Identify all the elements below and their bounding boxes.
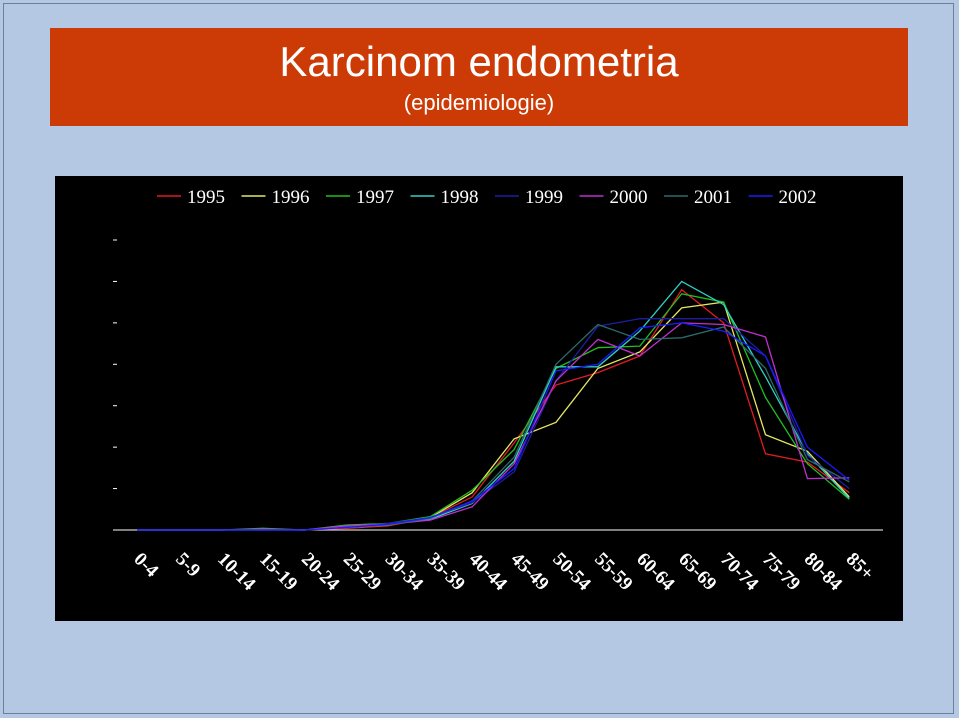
series-line-2001 <box>137 323 850 531</box>
y-tick-label: 350 <box>71 231 100 252</box>
slide-frame <box>3 3 954 714</box>
x-tick-label: 25-29 <box>339 549 385 595</box>
x-tick-label: 45-49 <box>507 549 553 595</box>
y-tick-label: 100 <box>71 438 100 459</box>
legend-label-2002: 2002 <box>779 187 817 208</box>
x-tick-label: 80-84 <box>800 549 847 596</box>
title-banner: Karcinom endometria (epidemiologie) <box>50 28 908 126</box>
y-tick-label: 250 <box>71 314 100 335</box>
legend-label-1997: 1997 <box>356 187 394 208</box>
series-line-1995 <box>137 288 850 531</box>
chart-panel: 0 50 100 150 200 250 300 350 0-4 5-9 10-14 15-19 20-… <box>55 176 903 621</box>
legend-label-1998: 1998 <box>441 187 479 208</box>
line-chart: 0 50 100 150 200 250 300 350 0-4 5-9 10-1415-1920-… <box>71 187 883 596</box>
series-line-1997 <box>137 293 850 531</box>
x-tick-label: 15-19 <box>255 549 301 595</box>
y-tick-label: 50 <box>80 480 99 501</box>
series-line-1998 <box>137 280 850 531</box>
x-tick-label: 75-79 <box>758 549 804 595</box>
y-tick-label: 150 <box>71 397 100 418</box>
series-line-2002 <box>137 322 850 531</box>
legend-label-1999: 1999 <box>525 187 563 208</box>
x-tick-label: 60-64 <box>632 549 679 596</box>
x-tick-label: 50-54 <box>548 549 595 596</box>
y-tick-label: 300 <box>71 272 100 293</box>
x-tick-label: 5-9 <box>171 549 204 582</box>
x-tick-label: 0-4 <box>129 549 162 582</box>
slide-subtitle: (epidemiologie) <box>403 90 555 115</box>
series-line-1999 <box>137 318 850 531</box>
legend-label-2001: 2001 <box>694 187 732 208</box>
y-tick-label: 200 <box>71 355 100 376</box>
legend-label-1996: 1996 <box>272 187 310 208</box>
x-tick-label: 35-39 <box>423 549 469 595</box>
x-tick-label: 10-14 <box>213 549 260 596</box>
x-tick-label: 40-44 <box>465 549 512 596</box>
x-tick-label: 65-69 <box>674 549 720 595</box>
legend-label-2000: 2000 <box>610 187 648 208</box>
series-line-2000 <box>137 322 850 531</box>
x-tick-label: 30-34 <box>381 549 428 596</box>
x-tick-label: 85+ <box>842 549 878 585</box>
x-tick-label: 20-24 <box>297 549 344 596</box>
slide-title: Karcinom endometria <box>279 38 679 85</box>
legend-label-1995: 1995 <box>187 187 225 208</box>
y-tick-label: 0 <box>90 521 100 542</box>
x-tick-label: 70-74 <box>716 549 763 596</box>
x-tick-label: 55-59 <box>590 549 636 595</box>
